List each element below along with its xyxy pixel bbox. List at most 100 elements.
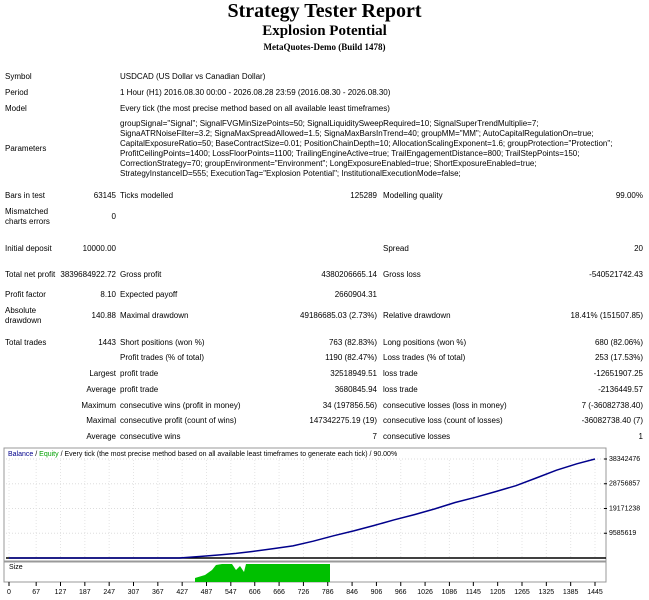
row-label: Total trades <box>5 338 47 347</box>
row-prefix: Maximum <box>81 401 116 410</box>
row-label: Period <box>5 88 29 97</box>
row-value: 32518949.51 <box>330 369 377 378</box>
row-prefix: Average <box>86 432 116 441</box>
row-value: 140.88 <box>91 311 116 320</box>
x-tick-label: 726 <box>298 589 310 596</box>
row-value: 63145 <box>93 191 116 200</box>
row-value: -540521742.43 <box>589 270 643 279</box>
graph-frame <box>3 447 607 562</box>
x-tick-label: 1086 <box>442 589 458 596</box>
x-tick-label: 666 <box>273 589 285 596</box>
row-value: 8.10 <box>100 290 116 299</box>
graph-legend: Balance / Equity / Every tick (the most … <box>8 451 397 458</box>
row-value: 34 (197856.56) <box>322 401 377 410</box>
x-tick-label: 1445 <box>587 589 603 596</box>
row-value: 253 (17.53%) <box>594 353 643 362</box>
row-value: 763 (82.83%) <box>328 338 377 347</box>
row-value: 10000.00 <box>82 244 116 253</box>
row-value: 1 <box>638 432 643 441</box>
y-tick-label: 19171238 <box>609 505 640 512</box>
x-tick-label: 187 <box>79 589 91 596</box>
x-tick-label: 247 <box>103 589 115 596</box>
row-label: profit trade <box>120 369 159 378</box>
row-text: Every tick (the most precise method base… <box>120 104 390 113</box>
size-histogram <box>195 564 330 582</box>
row-value: 147342275.19 (19) <box>309 416 377 425</box>
row-value: 0 <box>111 212 116 221</box>
x-tick-label: 547 <box>225 589 237 596</box>
x-tick-label: 307 <box>128 589 140 596</box>
x-tick-label: 1385 <box>563 589 579 596</box>
balance-line <box>9 458 596 559</box>
row-label: consecutive profit (count of wins) <box>120 416 237 425</box>
x-tick-label: 1325 <box>539 589 555 596</box>
legend-separator: / <box>370 451 372 458</box>
row-label: Absolute drawdown <box>5 306 42 325</box>
row-label: Long positions (won %) <box>383 338 467 347</box>
row-label: Model <box>5 104 27 113</box>
row-label: profit trade <box>120 385 159 394</box>
row-label: Profit trades (% of total) <box>120 353 205 362</box>
row-label: Gross profit <box>120 270 162 279</box>
row-label: consecutive wins <box>120 432 181 441</box>
parameter-line: SignaATRNoiseFilter=3.2; SignaMaxSpreadA… <box>120 129 594 138</box>
row-label: Profit factor <box>5 290 46 299</box>
legend-separator: / <box>61 451 63 458</box>
x-tick-label: 487 <box>201 589 213 596</box>
row-label: Modelling quality <box>383 191 443 200</box>
row-label: Short positions (won %) <box>120 338 205 347</box>
legend-equity: Equity <box>39 451 59 458</box>
row-value: -36082738.40 (7) <box>581 416 643 425</box>
row-label: loss trade <box>383 385 418 394</box>
y-tick-label: 9585619 <box>609 530 636 537</box>
row-label: Mismatched charts errors <box>5 207 50 226</box>
row-value: 680 (82.06%) <box>594 338 643 347</box>
size-label: Size <box>9 564 23 571</box>
x-tick-label: 1026 <box>417 589 433 596</box>
x-tick-label: 906 <box>371 589 383 596</box>
y-tick-label: 38342476 <box>609 456 640 463</box>
report-subtitle: Explosion Potential <box>262 23 387 39</box>
parameter-line: CapitalExposureRatio=50; BaseContractSiz… <box>120 139 613 148</box>
row-prefix: Largest <box>89 369 116 378</box>
x-tick-label: 1145 <box>466 589 481 596</box>
row-label: Gross loss <box>383 270 421 279</box>
row-label: Loss trades (% of total) <box>383 353 466 362</box>
row-label: Bars in test <box>5 191 46 200</box>
report-title: Strategy Tester Report <box>227 0 422 22</box>
x-tick-label: 846 <box>346 589 358 596</box>
x-tick-label: 1265 <box>514 589 530 596</box>
report-server: MetaQuotes-Demo (Build 1478) <box>263 42 386 52</box>
row-label: Ticks modelled <box>120 191 174 200</box>
row-label: consecutive losses <box>383 432 451 441</box>
row-value: 1443 <box>98 338 116 347</box>
row-prefix: Average <box>86 385 116 394</box>
x-tick-label: 427 <box>176 589 188 596</box>
row-value: 4380206665.14 <box>321 270 377 279</box>
row-value: 20 <box>634 244 643 253</box>
legend-separator: / <box>35 451 37 458</box>
x-tick-label: 127 <box>55 589 67 596</box>
row-label: consecutive wins (profit in money) <box>120 401 241 410</box>
row-value: 125289 <box>350 191 377 200</box>
row-label: Expected payoff <box>120 290 178 299</box>
row-value: 49186685.03 (2.73%) <box>300 311 377 320</box>
row-label: Initial deposit <box>5 244 52 253</box>
row-prefix: Maximal <box>86 416 116 425</box>
parameter-line: CorrectionStrategy=70; groupEnvironment=… <box>120 159 537 168</box>
row-value: 3839684922.72 <box>60 270 116 279</box>
row-value: -12651907.25 <box>593 369 643 378</box>
parameter-line: ProfitCeilingPoints=1400; LossFloorPoint… <box>120 149 580 158</box>
row-text: 1 Hour (H1) 2016.08.30 00:00 - 2026.08.2… <box>120 88 391 97</box>
row-value: 3680845.94 <box>334 385 377 394</box>
row-label: Parameters <box>5 144 47 153</box>
row-label: Relative drawdown <box>383 311 451 320</box>
x-tick-label: 67 <box>32 589 40 596</box>
row-label: loss trade <box>383 369 418 378</box>
parameter-line: StrategyInstanceID=555; ExecutionTag="Ex… <box>120 169 461 178</box>
parameter-line: groupSignal="Signal"; SignalFVGMinSizePo… <box>120 119 539 128</box>
row-value: 18.41% (151507.85) <box>570 311 644 320</box>
x-tick-label: 367 <box>152 589 164 596</box>
x-tick-label: 966 <box>395 589 407 596</box>
